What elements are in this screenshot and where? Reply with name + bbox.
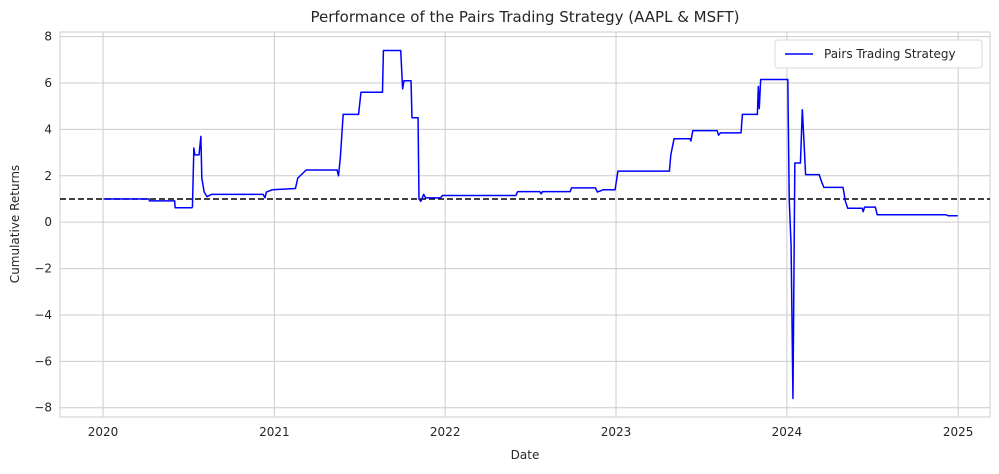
y-axis-label: Cumulative Returns xyxy=(8,165,22,283)
x-tick-label: 2020 xyxy=(88,425,119,439)
series-group xyxy=(103,49,958,400)
y-tick-label: −2 xyxy=(34,262,52,276)
legend-box xyxy=(774,39,983,69)
grid-lines xyxy=(60,32,990,417)
y-tick-label: 2 xyxy=(44,169,52,183)
legend: Pairs Trading Strategy xyxy=(774,39,983,69)
y-tick-label: −8 xyxy=(34,401,52,415)
y-tick-label: 8 xyxy=(44,30,52,44)
x-tick-label: 2021 xyxy=(259,425,290,439)
x-tick-label: 2022 xyxy=(430,425,461,439)
x-tick-labels: 2020 2021 2022 2023 2024 2025 xyxy=(88,425,974,439)
chart-title: Performance of the Pairs Trading Strateg… xyxy=(310,8,739,26)
plot-area xyxy=(59,31,991,418)
x-tick-label: 2024 xyxy=(772,425,803,439)
legend-label: Pairs Trading Strategy xyxy=(824,47,956,61)
x-axis-label: Date xyxy=(511,448,540,462)
y-tick-labels: −8 −6 −4 −2 0 2 4 6 8 xyxy=(34,30,52,415)
y-tick-label: 6 xyxy=(44,76,52,90)
y-tick-label: −4 xyxy=(34,308,52,322)
y-tick-label: −6 xyxy=(34,354,52,368)
y-tick-label: 0 xyxy=(44,215,52,229)
y-tick-label: 4 xyxy=(44,122,52,136)
series-line xyxy=(103,49,958,400)
x-tick-label: 2025 xyxy=(943,425,974,439)
x-tick-label: 2023 xyxy=(601,425,632,439)
